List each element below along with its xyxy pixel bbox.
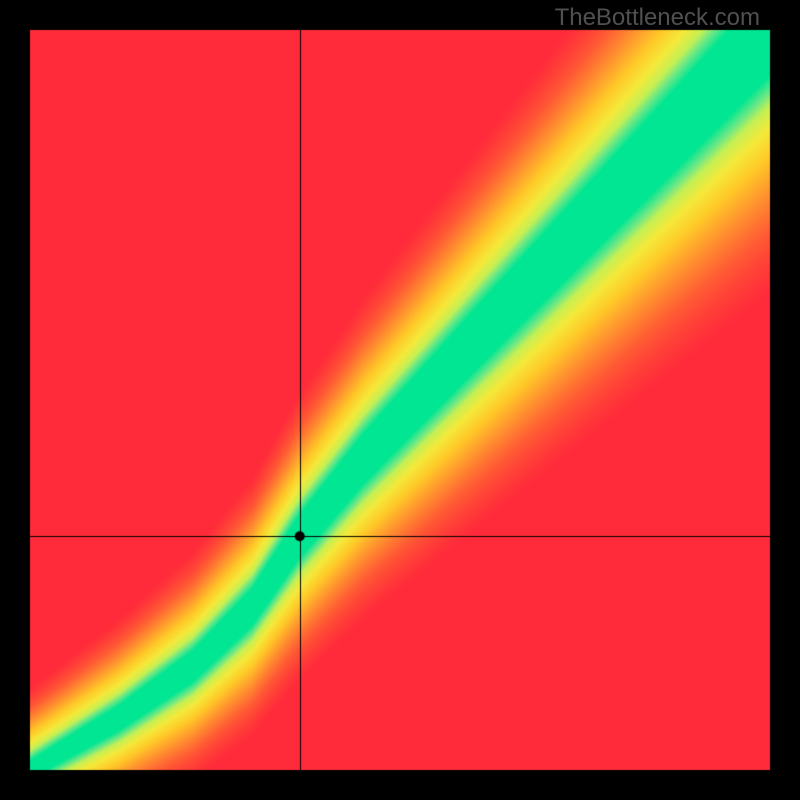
bottleneck-heatmap-canvas [0,0,800,800]
watermark-text: TheBottleneck.com [555,4,760,32]
chart-container: TheBottleneck.com [0,0,800,800]
